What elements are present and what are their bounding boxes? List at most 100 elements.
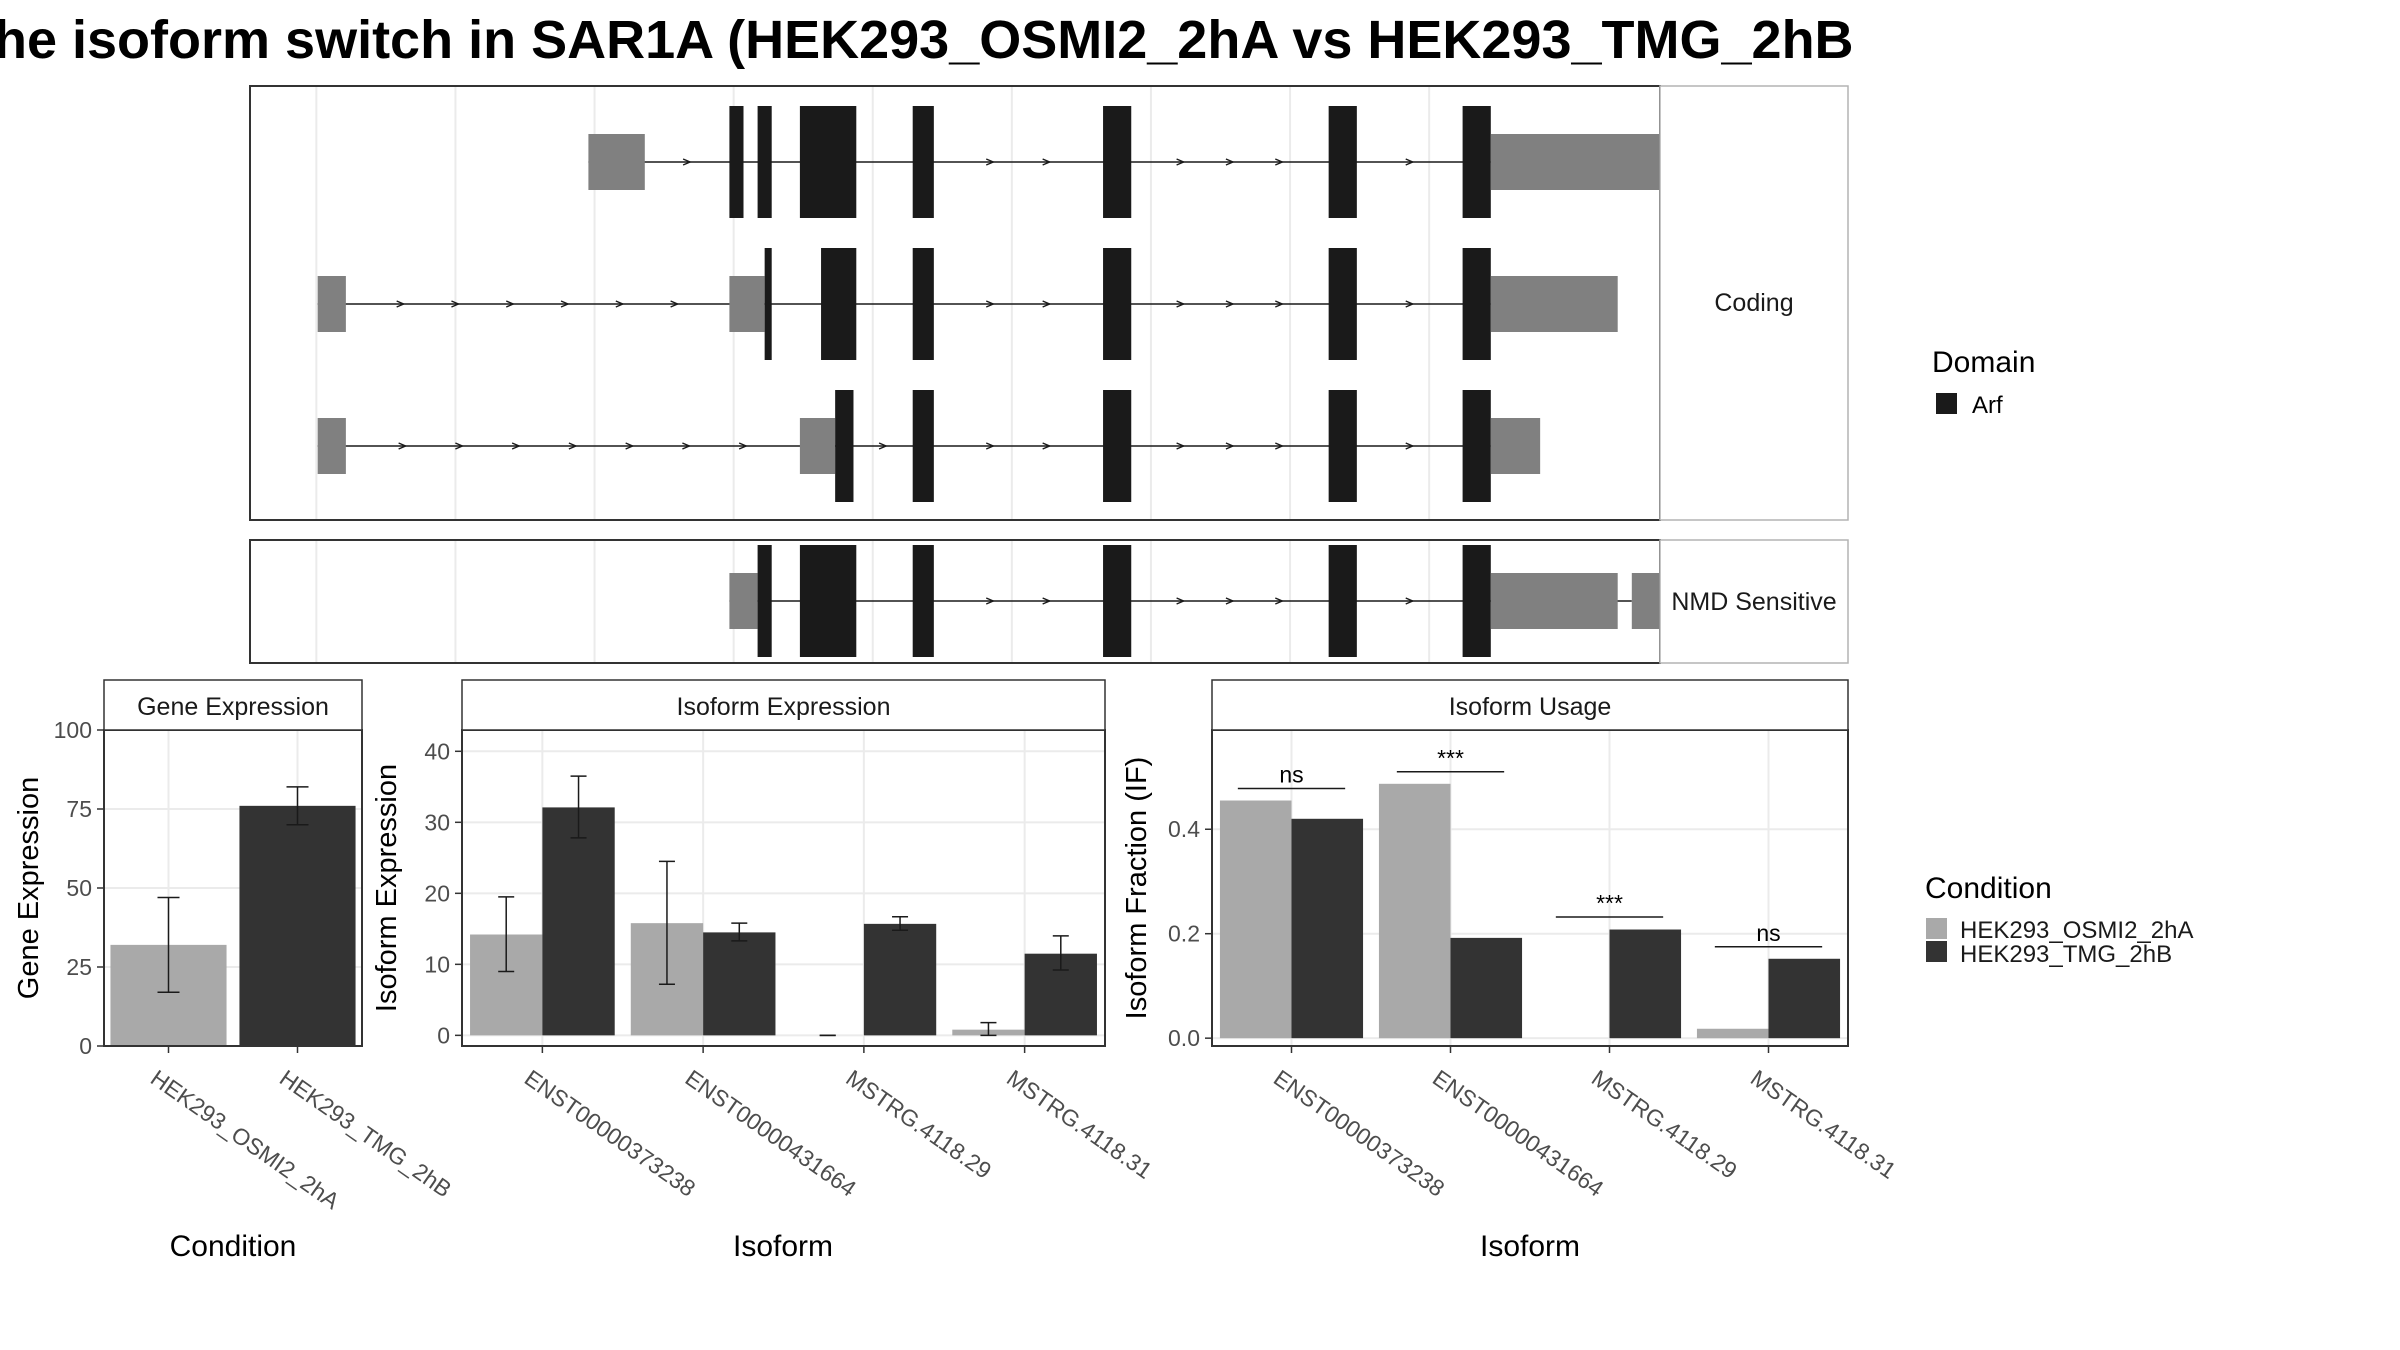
domain-exon	[1462, 545, 1491, 657]
intron-arrow	[1275, 442, 1285, 450]
intron-arrow	[1225, 442, 1235, 450]
y-tick-label: 0	[79, 1033, 92, 1059]
domain-legend-swatch	[1936, 393, 1957, 414]
utr-exon	[317, 418, 346, 474]
facet-title: Gene Expression	[137, 693, 329, 721]
x-tick-label: MSTRG.4118.31	[1002, 1065, 1157, 1184]
domain-exon	[1328, 545, 1357, 657]
domain-exon	[764, 248, 772, 360]
utr-exon	[799, 418, 836, 474]
intron-arrow	[1176, 158, 1186, 166]
y-axis-title: Isoform Fraction (IF)	[1121, 757, 1153, 1020]
intron-arrow	[682, 158, 692, 166]
domain-exon	[912, 248, 934, 360]
facet-strip	[461, 679, 1106, 731]
intron-arrow	[1042, 300, 1052, 308]
utr-exon	[1490, 418, 1541, 474]
domain-exon	[1103, 390, 1132, 502]
utr-exon	[729, 276, 765, 332]
intron-arrow	[625, 442, 635, 450]
domain-legend: Domain Arf	[1932, 346, 2035, 419]
strip-coding	[1659, 85, 1849, 521]
intron-arrow	[1176, 442, 1186, 450]
intron-arrow	[398, 442, 408, 450]
domain-exon	[1103, 106, 1132, 218]
intron-arrow	[1042, 158, 1052, 166]
intron-arrow	[985, 300, 996, 308]
intron-arrow	[511, 442, 521, 450]
x-tick-label: MSTRG.4118.29	[1587, 1065, 1742, 1184]
domain-exon	[799, 106, 857, 218]
intron-arrow	[682, 442, 692, 450]
y-tick-label: 40	[424, 738, 450, 764]
bar-tmg	[703, 932, 776, 1036]
intron-arrow	[1275, 158, 1285, 166]
bar-osmi2	[1219, 800, 1292, 1039]
intron-arrow	[505, 300, 516, 308]
domain-exon	[835, 390, 854, 502]
y-tick-label: 0.0	[1168, 1025, 1200, 1051]
x-tick-label: MSTRG.4118.31	[1746, 1065, 1901, 1184]
intron-arrow	[670, 300, 680, 308]
intron-arrow	[396, 300, 406, 308]
intron-arrow	[1405, 442, 1415, 450]
significance-label: ***	[1437, 745, 1464, 771]
y-tick-label: 0	[437, 1022, 450, 1048]
intron-arrow	[1405, 597, 1415, 605]
x-tick-label: ENST00000373238	[1269, 1065, 1449, 1202]
intron-arrow	[738, 442, 748, 450]
chart-2: ns ENST00000373238 *** ENST00000431664 *** MS…	[1121, 679, 1901, 1263]
bar-tmg	[863, 923, 937, 1036]
page-title: he isoform switch in SAR1A (HEK293_OSMI2…	[0, 10, 1854, 70]
bar-osmi2	[1696, 1028, 1769, 1039]
intron-arrow	[615, 300, 625, 308]
condition-legend: Condition HEK293_OSMI2_2hA HEK293_TMG_2h…	[1925, 872, 2193, 968]
domain-exon	[912, 390, 934, 502]
strip-nmd	[1659, 539, 1849, 664]
y-tick-label: 0.4	[1168, 816, 1200, 842]
intron-arrow	[568, 442, 578, 450]
bar-tmg	[1291, 818, 1364, 1039]
intron-arrow	[1275, 300, 1285, 308]
y-tick-label: 25	[66, 954, 92, 980]
y-tick-label: 0.2	[1168, 921, 1200, 947]
intron-arrow	[985, 442, 996, 450]
intron-arrow	[560, 300, 570, 308]
strip-label-nmd: NMD Sensitive	[1671, 588, 1836, 616]
y-tick-label: 75	[66, 796, 92, 822]
condition-legend-label-a: HEK293_OSMI2_2hA	[1960, 917, 2193, 944]
domain-exon	[757, 545, 772, 657]
domain-exon	[1328, 390, 1357, 502]
bar-osmi2	[1378, 783, 1451, 1039]
intron-arrow	[1225, 597, 1235, 605]
bar-tmg	[1450, 937, 1523, 1039]
x-tick-label: ENST00000431664	[681, 1065, 862, 1202]
utr-exon	[317, 276, 346, 332]
facet-title: Isoform Usage	[1449, 693, 1612, 721]
chart-1: ENST00000373238ENST00000431664MSTRG.4118…	[371, 679, 1157, 1263]
domain-exon	[757, 106, 772, 218]
facet-strip	[1211, 679, 1849, 731]
coding-panel-background	[250, 86, 1660, 520]
domain-exon	[821, 248, 857, 360]
intron-arrow	[1405, 300, 1415, 308]
domain-exon	[1103, 545, 1132, 657]
bar-tmg	[1609, 929, 1682, 1039]
bar-tmg	[542, 807, 615, 1036]
utr-exon	[729, 573, 744, 629]
domain-exon	[1462, 106, 1491, 218]
bar-tmg	[239, 805, 356, 1046]
intron-arrow	[455, 442, 465, 450]
y-tick-label: 50	[66, 875, 92, 901]
transcript-structure-panel: Coding NMD Sensitive	[249, 85, 1849, 664]
intron-arrow	[985, 158, 996, 166]
condition-legend-label-b: HEK293_TMG_2hB	[1960, 941, 2172, 968]
facet-title: Isoform Expression	[677, 693, 891, 721]
utr-exon	[743, 573, 758, 629]
condition-legend-swatch-b	[1926, 941, 1947, 962]
y-tick-label: 30	[424, 809, 450, 835]
utr-exon	[1490, 573, 1618, 629]
domain-exon	[912, 545, 934, 657]
domain-exon	[1462, 248, 1491, 360]
domain-exon	[912, 106, 934, 218]
